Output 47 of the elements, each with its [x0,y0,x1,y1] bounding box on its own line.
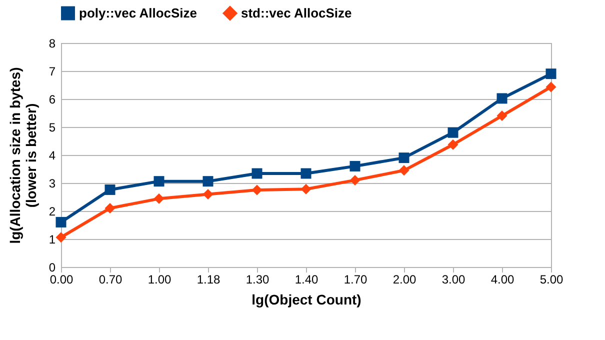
point [398,152,410,164]
y-tick-label: 2 [48,204,56,218]
point [56,216,66,228]
x-tick-label: 1.30 [246,272,270,286]
point [56,232,66,243]
point [448,127,458,138]
x-tick-label: 1.18 [196,272,220,286]
point [496,93,508,104]
x-tick-label: 1.70 [344,272,368,286]
point [202,188,214,200]
point [350,174,360,186]
y-tick-label: 1 [48,232,56,246]
point [104,202,116,214]
y-tick-label: 7 [48,64,56,78]
point [252,168,262,179]
point [546,68,556,80]
text: lg(Allocation size in bytes) [6,67,23,244]
point [104,184,116,195]
legend-label: std::vec AllocSize [241,5,352,20]
point [398,165,410,176]
x-tick-label: 4.00 [490,272,514,286]
y-tick-label: 8 [48,36,56,50]
x-tick-label: 3.00 [442,272,466,286]
point [300,168,312,179]
point [154,193,164,204]
x-tick-label: 1.40 [294,272,318,286]
x-tick-label: 5.00 [540,272,564,286]
y-tick-label: 4 [48,148,56,162]
point [252,184,262,196]
y-tick-label: 0 [48,260,56,274]
point [300,184,312,194]
point [154,176,164,187]
x-tick-label: 1.00 [148,272,172,286]
point [202,176,214,187]
point [350,160,360,172]
y-tick-label: 5 [48,120,56,134]
x-tick-label: 2.00 [392,272,416,286]
text: (lower is better) [22,103,39,208]
x-tick-label: 0.70 [98,272,122,286]
legend-label: poly::vec AllocSize [79,5,197,20]
x-tick-label: 0.00 [50,272,74,286]
y-tick-label: 3 [48,176,56,190]
x-axis-title: lg(Object Count) [252,292,362,308]
point [496,110,508,122]
y-tick-label: 6 [48,92,56,106]
point [448,139,458,150]
point [546,82,556,92]
